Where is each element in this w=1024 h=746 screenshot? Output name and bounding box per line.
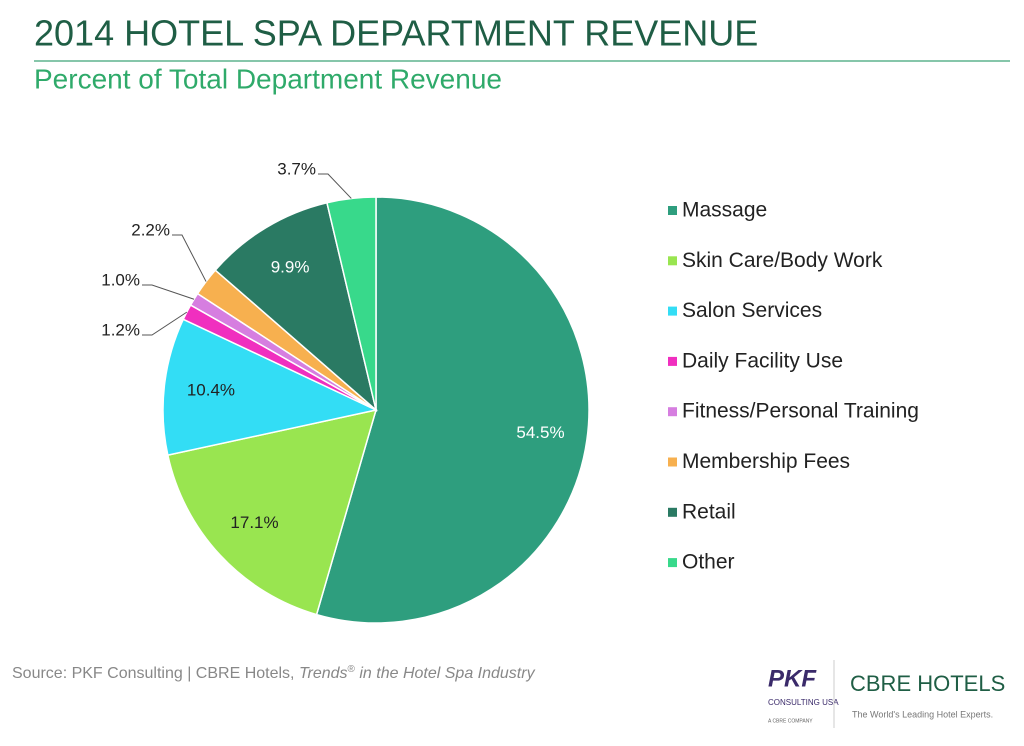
legend-swatch <box>668 356 677 366</box>
value-label: 2.2% <box>131 220 170 239</box>
legend-swatch <box>668 306 677 316</box>
leader-line <box>172 234 207 282</box>
pkf-logo: PKF <box>768 665 817 692</box>
source-text: Source: PKF Consulting | CBRE Hotels, <box>12 665 299 682</box>
pie-slice <box>214 201 378 413</box>
value-label: 10.4% <box>187 381 235 400</box>
pie-slice <box>166 409 378 616</box>
value-label: 9.9% <box>271 257 310 276</box>
legend-label: Skin Care/Body Work <box>682 249 883 272</box>
value-label: 1.0% <box>101 270 140 289</box>
legend-swatch <box>668 457 677 467</box>
legend-label: Massage <box>682 199 767 222</box>
source: Source: PKF Consulting | CBRE Hotels, Tr… <box>12 664 536 683</box>
chart-subtitle: Percent of Total Department Revenue <box>34 63 502 94</box>
legend-swatch <box>668 507 677 517</box>
source-italic: Trends <box>299 665 348 682</box>
leader-line <box>142 284 195 300</box>
legend-label: Other <box>682 551 735 574</box>
legend-swatch <box>668 256 677 266</box>
pie-slice <box>162 318 379 457</box>
leader-line <box>318 173 352 199</box>
leader-line <box>142 311 188 336</box>
pkf-sub: CONSULTING USA <box>768 698 839 707</box>
cbre-tagline: The World's Leading Hotel Experts. <box>852 709 993 719</box>
value-label: 1.2% <box>101 320 140 339</box>
legend-label: Membership Fees <box>682 450 850 473</box>
value-label: 54.5% <box>516 423 564 442</box>
chart-title: 2014 HOTEL SPA DEPARTMENT REVENUE <box>34 13 758 54</box>
source-mark: ® <box>348 664 356 675</box>
legend-swatch <box>668 407 677 417</box>
legend-label: Daily Facility Use <box>682 349 843 372</box>
legend-swatch <box>668 206 677 215</box>
pie-slice <box>326 196 377 411</box>
legend-label: Retail <box>682 500 736 523</box>
source-italic: in the Hotel Spa Industry <box>355 665 536 682</box>
legend-swatch <box>668 558 677 568</box>
value-label: 3.7% <box>277 159 316 178</box>
value-label: 17.1% <box>230 513 278 532</box>
legend-label: Salon Services <box>682 299 822 322</box>
legend-label: Fitness/Personal Training <box>682 400 919 423</box>
pie-slice <box>315 196 590 624</box>
cbre-logo: CBRE HOTELS <box>850 671 1005 696</box>
pkf-note: A CBRE COMPANY <box>768 718 813 724</box>
